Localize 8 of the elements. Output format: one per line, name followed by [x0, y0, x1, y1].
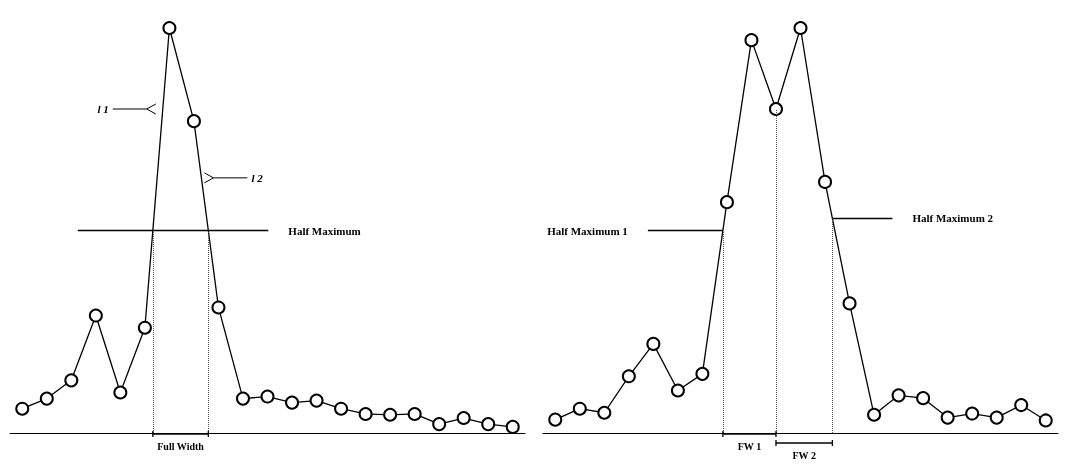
ref-line-label: Half Maximum 1 — [547, 224, 628, 237]
text: Full Width — [157, 441, 205, 452]
annotation: l 2 — [251, 171, 264, 184]
ref-line-label: Half Maximum — [288, 224, 361, 237]
text: FW 2 — [792, 450, 816, 461]
annotation: l 1 — [97, 103, 109, 115]
text: FW 1 — [737, 441, 762, 452]
ref-line-label: Half Maximum 2 — [912, 212, 994, 225]
